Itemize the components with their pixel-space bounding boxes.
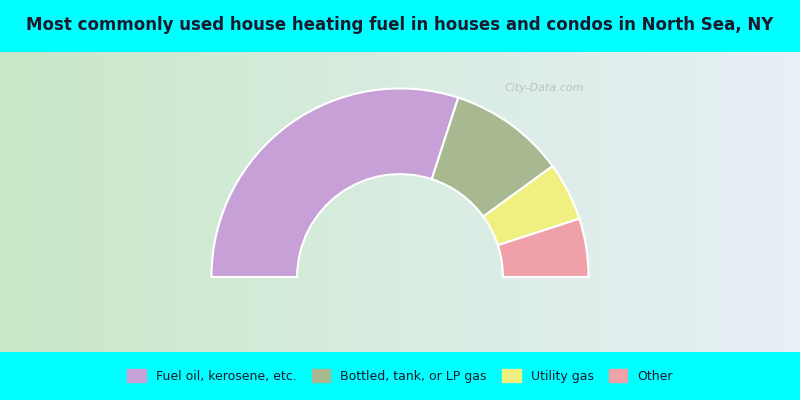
Wedge shape — [432, 98, 553, 216]
Text: Most commonly used house heating fuel in houses and condos in North Sea, NY: Most commonly used house heating fuel in… — [26, 16, 774, 34]
Wedge shape — [498, 219, 589, 277]
Wedge shape — [483, 166, 579, 245]
Text: City-Data.com: City-Data.com — [504, 83, 584, 93]
Wedge shape — [211, 88, 458, 277]
Legend: Fuel oil, kerosene, etc., Bottled, tank, or LP gas, Utility gas, Other: Fuel oil, kerosene, etc., Bottled, tank,… — [127, 369, 673, 383]
